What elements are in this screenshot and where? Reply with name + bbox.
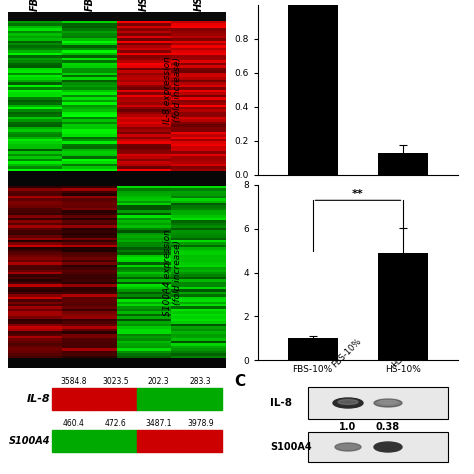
Y-axis label: S100A4 expression
(fold increase): S100A4 expression (fold increase) <box>163 229 182 316</box>
Ellipse shape <box>379 400 397 404</box>
Text: 283.3: 283.3 <box>190 377 211 386</box>
Text: S100A4: S100A4 <box>9 436 50 446</box>
Bar <box>308 387 448 419</box>
Text: 3023.5: 3023.5 <box>102 377 129 386</box>
Bar <box>94 430 137 452</box>
Text: C: C <box>234 374 245 389</box>
Bar <box>94 388 137 410</box>
Bar <box>288 338 337 360</box>
Text: HS-10%: HS-10% <box>390 339 420 369</box>
Bar <box>180 388 222 410</box>
Text: S100A4: S100A4 <box>270 442 311 452</box>
Bar <box>378 253 428 360</box>
Text: 3487.1: 3487.1 <box>145 419 172 428</box>
Bar <box>378 153 428 175</box>
Text: IL-8: IL-8 <box>270 398 292 408</box>
Bar <box>137 430 180 452</box>
Text: 202.3: 202.3 <box>147 377 169 386</box>
Bar <box>288 5 337 175</box>
Text: FBS-10%: FBS-10% <box>330 336 363 369</box>
Text: 472.6: 472.6 <box>105 419 127 428</box>
Text: **: ** <box>352 189 364 199</box>
Text: 3978.9: 3978.9 <box>187 419 214 428</box>
Ellipse shape <box>374 399 402 407</box>
Text: 460.4: 460.4 <box>62 419 84 428</box>
Bar <box>137 388 180 410</box>
Ellipse shape <box>338 400 358 404</box>
Ellipse shape <box>374 442 402 452</box>
Bar <box>52 388 94 410</box>
Ellipse shape <box>335 443 361 451</box>
Bar <box>180 430 222 452</box>
Bar <box>52 430 94 452</box>
Text: 3584.8: 3584.8 <box>60 377 86 386</box>
Text: 0.38: 0.38 <box>376 422 400 432</box>
Ellipse shape <box>333 398 363 408</box>
Text: IL-8: IL-8 <box>27 394 50 404</box>
Text: 1.0: 1.0 <box>339 422 356 432</box>
Y-axis label: IL-8 expression
(fold increase): IL-8 expression (fold increase) <box>163 56 182 124</box>
Bar <box>308 432 448 462</box>
